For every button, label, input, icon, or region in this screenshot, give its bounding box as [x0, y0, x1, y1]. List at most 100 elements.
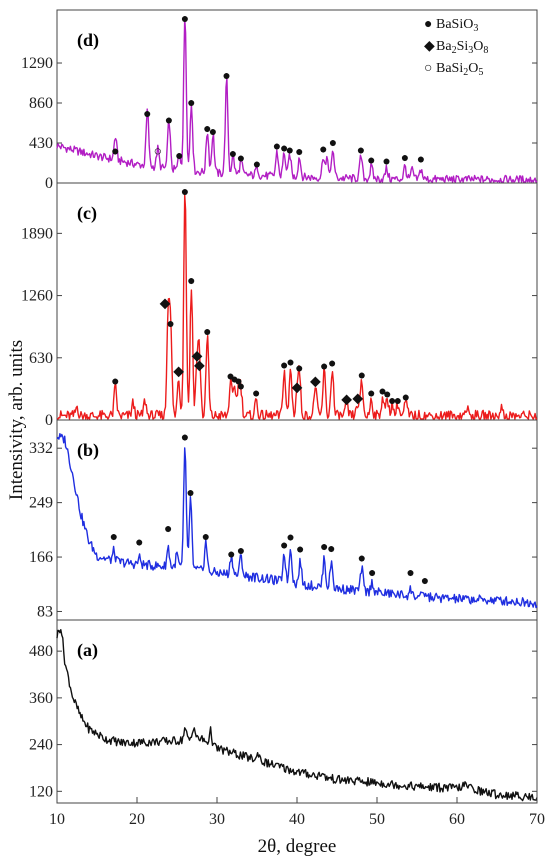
- phase-marker: ●: [203, 325, 211, 340]
- y-tick-label: 1890: [21, 225, 53, 242]
- phase-marker: ◆: [192, 349, 203, 364]
- phase-marker: ●: [253, 157, 261, 172]
- phase-marker: ●: [296, 542, 304, 557]
- phase-marker: ●: [401, 151, 409, 166]
- spectrum-line: [56, 17, 538, 183]
- phase-marker: ●: [181, 12, 189, 27]
- phase-marker: ◆: [160, 296, 171, 311]
- y-tick-label: 480: [29, 643, 53, 660]
- phase-marker: ◆: [310, 374, 321, 389]
- phase-marker: ◆: [292, 380, 303, 395]
- phase-marker: ●: [187, 274, 195, 289]
- x-tick-label: 20: [129, 811, 145, 828]
- panel-label: (d): [77, 30, 99, 51]
- y-axis-title: Intensivity, arb. units: [6, 340, 27, 500]
- x-tick-label: 70: [529, 811, 545, 828]
- phase-marker: ●: [164, 522, 172, 537]
- phase-marker: ●: [295, 145, 303, 160]
- phase-marker: ●: [295, 362, 303, 377]
- phase-marker: ●: [135, 535, 143, 550]
- phase-marker: ●: [181, 430, 189, 445]
- phase-marker: ●: [143, 107, 151, 122]
- phase-marker: ●: [417, 153, 425, 168]
- legend-label: Ba2Si3O8: [436, 39, 488, 56]
- phase-marker: ●: [165, 114, 173, 129]
- legend-marker: ◆: [424, 39, 435, 54]
- legend-marker: ○: [424, 61, 432, 76]
- phase-marker: ●: [280, 142, 288, 157]
- spectrum-line: [56, 433, 538, 609]
- phase-marker: ●: [166, 317, 174, 332]
- phase-marker: ●: [222, 69, 230, 84]
- phase-marker: ●: [226, 370, 234, 385]
- y-tick-label: 1290: [21, 55, 53, 72]
- phase-marker: ●: [378, 384, 386, 399]
- spectrum-line: [57, 194, 538, 420]
- y-tick-label: 630: [29, 350, 53, 367]
- phase-marker: ●: [320, 540, 328, 555]
- phase-marker: ●: [186, 486, 194, 501]
- phase-marker: ●: [286, 531, 294, 546]
- phase-marker: ●: [358, 552, 366, 567]
- phase-marker: ●: [286, 356, 294, 371]
- y-tick-label: 1260: [21, 288, 53, 305]
- phase-marker: ●: [367, 386, 375, 401]
- y-tick-label: 240: [29, 737, 53, 754]
- legend-marker: ●: [424, 17, 432, 32]
- phase-marker: ●: [202, 530, 210, 545]
- phase-marker: ●: [402, 390, 410, 405]
- y-tick-label: 0: [45, 412, 53, 429]
- phase-marker: ●: [382, 155, 390, 170]
- phase-marker: ●: [111, 144, 119, 159]
- phase-marker: ●: [406, 566, 414, 581]
- phase-marker: ●: [280, 359, 288, 374]
- phase-marker: ●: [394, 394, 402, 409]
- x-tick-label: 40: [289, 811, 305, 828]
- phase-marker: ●: [358, 369, 366, 384]
- phase-marker: ●: [286, 143, 294, 158]
- panel-a: 120 240 360 480 (a): [29, 619, 538, 804]
- phase-marker: ●: [273, 140, 281, 155]
- panel-label: (c): [77, 203, 97, 224]
- phase-marker: ◆: [352, 391, 363, 406]
- phase-marker: ●: [230, 373, 238, 388]
- phase-marker: ◆: [341, 392, 352, 407]
- phase-marker: ●: [383, 387, 391, 402]
- y-tick-label: 249: [29, 495, 53, 512]
- phase-marker: ●: [209, 125, 217, 140]
- y-tick-label: 120: [29, 783, 53, 800]
- phase-marker: ●: [388, 394, 396, 409]
- x-tick-label: 60: [449, 811, 465, 828]
- x-axis: 10 20 30 40 50 60 70: [49, 797, 545, 828]
- phase-marker: ○: [154, 144, 162, 159]
- panel-label: (b): [77, 440, 99, 461]
- phase-marker: ●: [229, 147, 237, 162]
- phase-marker: ●: [421, 574, 429, 589]
- spectrum-line: [56, 629, 538, 802]
- phase-marker: ●: [367, 154, 375, 169]
- phase-marker: ●: [327, 542, 335, 557]
- y-tick-label: 360: [29, 690, 53, 707]
- phase-marker: ●: [280, 539, 288, 554]
- phase-marker: ●: [181, 185, 189, 200]
- phase-marker: ●: [237, 152, 245, 167]
- phase-marker: ●: [237, 544, 245, 559]
- legend: ● BaSiO3◆ Ba2Si3O8 ○ BaSi2O5: [424, 17, 488, 78]
- phase-marker: ●: [320, 360, 328, 375]
- x-tick-label: 50: [369, 811, 385, 828]
- phase-marker: ●: [227, 548, 235, 563]
- y-tick-label: 83: [37, 603, 53, 620]
- phase-marker: ●: [329, 136, 337, 151]
- phase-marker: ●: [234, 374, 242, 389]
- x-tick-label: 30: [209, 811, 225, 828]
- panel-frame: [56, 419, 538, 621]
- phase-marker: ◆: [194, 359, 205, 374]
- y-tick-label: 860: [29, 95, 53, 112]
- phase-marker: ●: [203, 122, 211, 137]
- y-tick-label: 0: [45, 175, 53, 192]
- phase-marker: ●: [111, 374, 119, 389]
